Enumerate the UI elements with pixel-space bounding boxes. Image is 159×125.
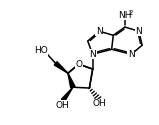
Polygon shape <box>68 73 75 88</box>
Text: 2: 2 <box>128 10 133 16</box>
Text: NH: NH <box>118 11 131 20</box>
Polygon shape <box>54 62 68 73</box>
Text: N: N <box>135 27 142 36</box>
Text: HO: HO <box>34 46 48 56</box>
Text: OH: OH <box>56 100 70 110</box>
Text: N: N <box>89 50 96 59</box>
Text: O: O <box>75 60 82 69</box>
Polygon shape <box>61 87 73 102</box>
Text: N: N <box>128 50 135 59</box>
Text: N: N <box>89 50 96 59</box>
Text: OH: OH <box>93 99 107 108</box>
Text: N: N <box>96 27 103 36</box>
